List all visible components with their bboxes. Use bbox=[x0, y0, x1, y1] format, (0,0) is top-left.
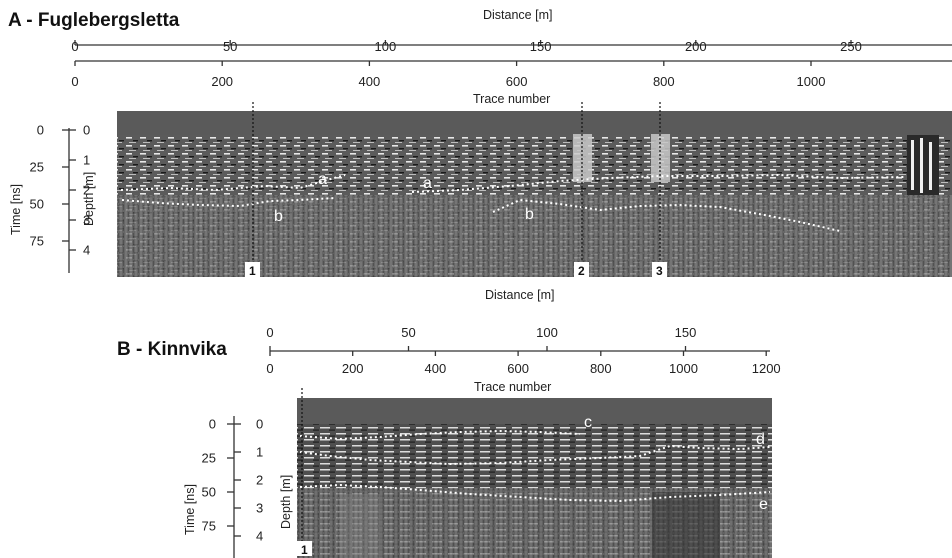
panel-a-distance-tick-label: 0 bbox=[71, 39, 78, 54]
panel-a-trace-tick-label: 600 bbox=[506, 74, 528, 89]
panel-b-trace-tick-label: 1200 bbox=[752, 361, 781, 376]
panel-b-depth-tick-label: 0 bbox=[256, 417, 263, 432]
panel-a-time-tick-label: 0 bbox=[37, 123, 44, 138]
panel-b-trace-tick-label: 400 bbox=[425, 361, 447, 376]
panel-a-title: A - Fuglebergsletta bbox=[8, 10, 180, 31]
panel-b-time-depth-axes: 0 25 50 75 0 1 2 3 4 bbox=[202, 416, 263, 558]
panel-b-trace-tick-label: 800 bbox=[590, 361, 612, 376]
panel-b-depth-axis-title: Depth [m] bbox=[279, 475, 293, 529]
panel-a-time-depth-axes: 0 25 50 75 0 1 2 3 4 bbox=[30, 123, 90, 273]
panel-a-label-b1: b bbox=[274, 208, 283, 225]
panel-b-time-tick-label: 75 bbox=[202, 519, 216, 534]
panel-a-distance-tick-label: 200 bbox=[685, 39, 707, 54]
panel-b-time-tick-label: 0 bbox=[209, 417, 216, 432]
panel-a-marker-2: 2 bbox=[578, 264, 585, 278]
panel-a-distance-axis: 0 50 100 150 200 250 bbox=[71, 39, 952, 54]
panel-b-depth-tick-label: 4 bbox=[256, 529, 263, 544]
panel-a-marker-box-1 bbox=[245, 262, 260, 277]
panel-a-trace-tick-label: 0 bbox=[71, 74, 78, 89]
panel-a-marker-3: 3 bbox=[656, 264, 663, 278]
panel-b-trace-axis: 0 200 400 600 800 1000 1200 bbox=[266, 351, 781, 376]
panel-a-depth-axis-title: Depth [m] bbox=[82, 172, 96, 226]
panel-a-trace-axis: 0 200 400 600 800 1000 bbox=[71, 60, 952, 89]
panel-a-time-tick-label: 50 bbox=[30, 197, 44, 212]
panel-b-time-axis-title: Time [ns] bbox=[183, 484, 197, 535]
panel-b-distance-axis: 0 50 100 150 bbox=[266, 325, 770, 352]
panel-b-trace-tick-label: 200 bbox=[342, 361, 364, 376]
panel-b-label-e: e bbox=[759, 496, 768, 513]
panel-a-distance-tick-label: 150 bbox=[530, 39, 552, 54]
panel-b-reflector-e bbox=[299, 483, 771, 503]
panel-a-time-tick-label: 75 bbox=[30, 234, 44, 249]
panel-b-marker-box-1 bbox=[297, 541, 312, 556]
panel-a-trace-tick-label: 400 bbox=[359, 74, 381, 89]
panel-a-depth-tick-label: 0 bbox=[83, 123, 90, 138]
panel-b-trace-tick-label: 0 bbox=[266, 361, 273, 376]
panel-a-time-tick-label: 25 bbox=[30, 160, 44, 175]
panel-a-distance-tick-label: 250 bbox=[840, 39, 862, 54]
panel-b-distance-tick-label: 100 bbox=[536, 325, 558, 340]
panel-b-trace-tick-label: 1000 bbox=[669, 361, 698, 376]
panel-b-label-d: d bbox=[756, 431, 765, 448]
panel-b-title: B - Kinnvika bbox=[117, 339, 227, 360]
panel-b-label-c: c bbox=[584, 414, 592, 431]
panel-b-trace-axis-title: Trace number bbox=[474, 380, 551, 394]
panel-a-label-a2: a bbox=[423, 175, 432, 192]
panel-b-depth-tick-label: 1 bbox=[256, 445, 263, 460]
panel-a-marker-box-2 bbox=[574, 262, 589, 277]
panel-a-label-b2: b bbox=[525, 206, 534, 223]
panel-a-time-axis-title: Time [ns] bbox=[9, 184, 23, 235]
panel-a-depth-tick-label: 1 bbox=[83, 153, 90, 168]
panel-b-reflector-c bbox=[299, 429, 581, 441]
panel-a-distance-tick-label: 50 bbox=[223, 39, 237, 54]
panel-b-time-tick-label: 25 bbox=[202, 451, 216, 466]
panel-a-distance-axis-title-bottom: Distance [m] bbox=[485, 288, 554, 302]
panel-a-marker-box-3 bbox=[652, 262, 667, 277]
panel-b-marker-1: 1 bbox=[301, 543, 308, 557]
panel-b-trace-tick-label: 600 bbox=[507, 361, 529, 376]
panel-b-depth-tick-label: 2 bbox=[256, 473, 263, 488]
panel-a-reflector-a bbox=[120, 174, 346, 192]
panel-a-trace-tick-label: 800 bbox=[653, 74, 675, 89]
panel-b-depth-tick-label: 3 bbox=[256, 501, 263, 516]
panel-b-time-tick-label: 50 bbox=[202, 485, 216, 500]
panel-a-depth-tick-label: 2 bbox=[83, 183, 90, 198]
panel-a-depth-tick-label: 3 bbox=[83, 213, 90, 228]
panel-a-depth-tick-label: 4 bbox=[83, 243, 90, 258]
panel-a-trace-tick-label: 1000 bbox=[797, 74, 826, 89]
panel-a-trace-axis-title: Trace number bbox=[473, 92, 550, 106]
panel-b-reflector-d bbox=[299, 444, 771, 466]
panel-b-distance-tick-label: 50 bbox=[401, 325, 415, 340]
panel-b-distance-tick-label: 150 bbox=[675, 325, 697, 340]
panel-a-distance-axis-title: Distance [m] bbox=[483, 8, 552, 22]
panel-a-trace-tick-label: 200 bbox=[211, 74, 233, 89]
panel-a-marker-1: 1 bbox=[249, 264, 256, 278]
panel-a-label-a1: a bbox=[318, 171, 327, 188]
panel-a-radargram bbox=[117, 111, 952, 277]
panel-b-radargram bbox=[297, 398, 772, 558]
panel-a-reflector-b2 bbox=[492, 198, 841, 232]
panel-a-distance-tick-label: 100 bbox=[375, 39, 397, 54]
panel-b-distance-tick-label: 0 bbox=[266, 325, 273, 340]
